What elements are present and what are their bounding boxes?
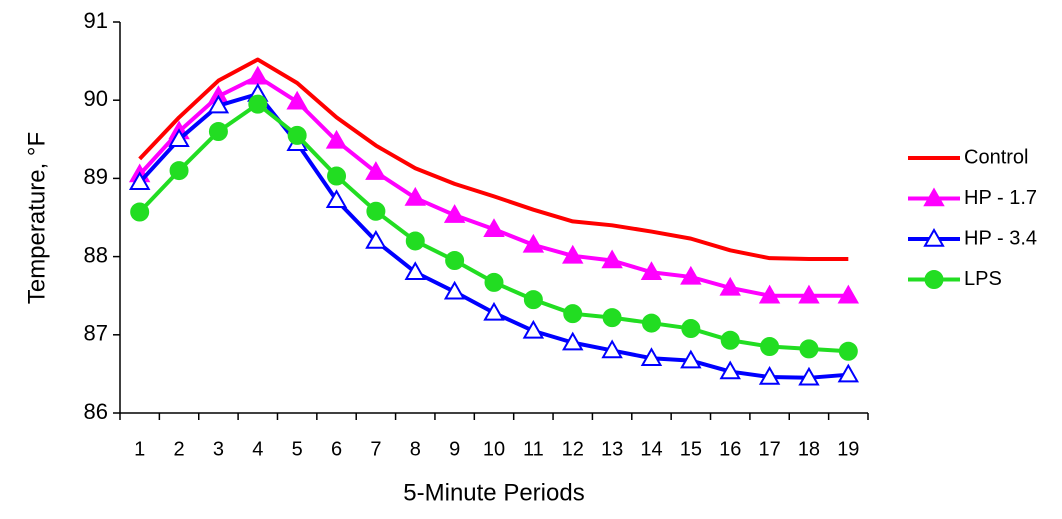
legend-label: HP - 1.7 <box>964 187 1037 209</box>
data-point <box>522 233 545 253</box>
data-point <box>325 129 348 149</box>
data-point <box>404 186 426 206</box>
data-point <box>680 265 702 285</box>
y-tick-label: 88 <box>84 242 108 267</box>
x-tick-label: 4 <box>252 438 263 460</box>
x-tick-label: 3 <box>213 438 224 460</box>
data-point <box>208 121 228 141</box>
legend-marker <box>924 270 944 289</box>
x-tick-label: 17 <box>758 438 780 460</box>
data-point <box>719 276 741 296</box>
data-point <box>640 347 663 367</box>
legend-marker <box>923 227 945 247</box>
x-tick-label: 15 <box>680 438 702 460</box>
data-point <box>640 261 663 280</box>
series-line <box>138 57 849 261</box>
x-tick-label: 9 <box>449 438 460 460</box>
data-point <box>758 366 781 385</box>
data-point <box>562 331 584 351</box>
y-tick-label: 86 <box>84 399 108 424</box>
series-line <box>138 74 849 298</box>
y-tick-label: 90 <box>84 86 108 111</box>
data-point <box>562 244 584 264</box>
data-point <box>404 261 426 280</box>
data-point <box>287 125 307 145</box>
data-point <box>760 337 780 357</box>
x-tick-label: 16 <box>719 438 741 460</box>
x-tick-label: 19 <box>837 438 859 460</box>
data-point <box>247 65 269 85</box>
x-axis-label: 5-Minute Periods <box>403 479 584 506</box>
data-point <box>641 313 661 333</box>
data-point <box>798 366 820 386</box>
data-point <box>130 202 150 222</box>
data-point <box>799 339 819 359</box>
x-tick-label: 2 <box>173 438 184 460</box>
data-point <box>719 360 741 380</box>
data-point <box>601 249 623 269</box>
data-point <box>366 201 386 221</box>
x-tick-label: 7 <box>370 438 381 460</box>
legend-label: LPS <box>964 268 1002 290</box>
x-tick-label: 1 <box>134 438 145 460</box>
y-tick-label: 91 <box>84 8 108 33</box>
data-point <box>720 330 740 350</box>
data-point <box>207 94 230 114</box>
data-point <box>837 284 860 304</box>
x-tick-label: 11 <box>523 438 544 460</box>
data-point <box>325 189 348 209</box>
x-tick-label: 18 <box>798 438 820 460</box>
y-tick-label: 89 <box>84 164 108 189</box>
data-point <box>248 94 268 114</box>
data-point <box>365 161 387 180</box>
y-tick-label: 87 <box>84 321 108 346</box>
y-axis-label: Temperature, °F <box>23 132 50 304</box>
legend-label: Control <box>964 146 1028 168</box>
x-tick-label: 8 <box>410 438 421 460</box>
data-point <box>484 272 504 292</box>
data-point <box>601 339 623 359</box>
legend-marker <box>923 187 945 207</box>
data-point <box>443 280 466 300</box>
data-point <box>523 290 543 310</box>
x-tick-label: 5 <box>292 438 303 460</box>
data-point <box>837 363 860 383</box>
legend-label: HP - 3.4 <box>964 227 1037 249</box>
x-tick-label: 6 <box>331 438 342 460</box>
data-point <box>169 161 189 181</box>
data-point <box>680 349 702 369</box>
x-tick-label: 14 <box>640 438 662 460</box>
data-point <box>681 319 701 339</box>
data-point <box>445 251 465 271</box>
data-point <box>522 319 545 339</box>
data-point <box>405 231 425 251</box>
data-point <box>798 284 820 304</box>
data-point <box>483 301 505 321</box>
data-point <box>128 171 151 191</box>
data-point <box>758 284 781 304</box>
data-point <box>327 166 347 186</box>
data-point <box>443 204 466 223</box>
data-point <box>563 304 583 324</box>
data-point <box>286 90 308 110</box>
data-point <box>483 218 505 237</box>
data-point <box>168 128 190 148</box>
data-point <box>602 308 622 328</box>
x-tick-label: 10 <box>483 438 505 460</box>
x-tick-label: 13 <box>601 438 623 460</box>
x-tick-label: 12 <box>562 438 584 460</box>
data-point <box>838 341 858 361</box>
data-point <box>365 229 387 249</box>
